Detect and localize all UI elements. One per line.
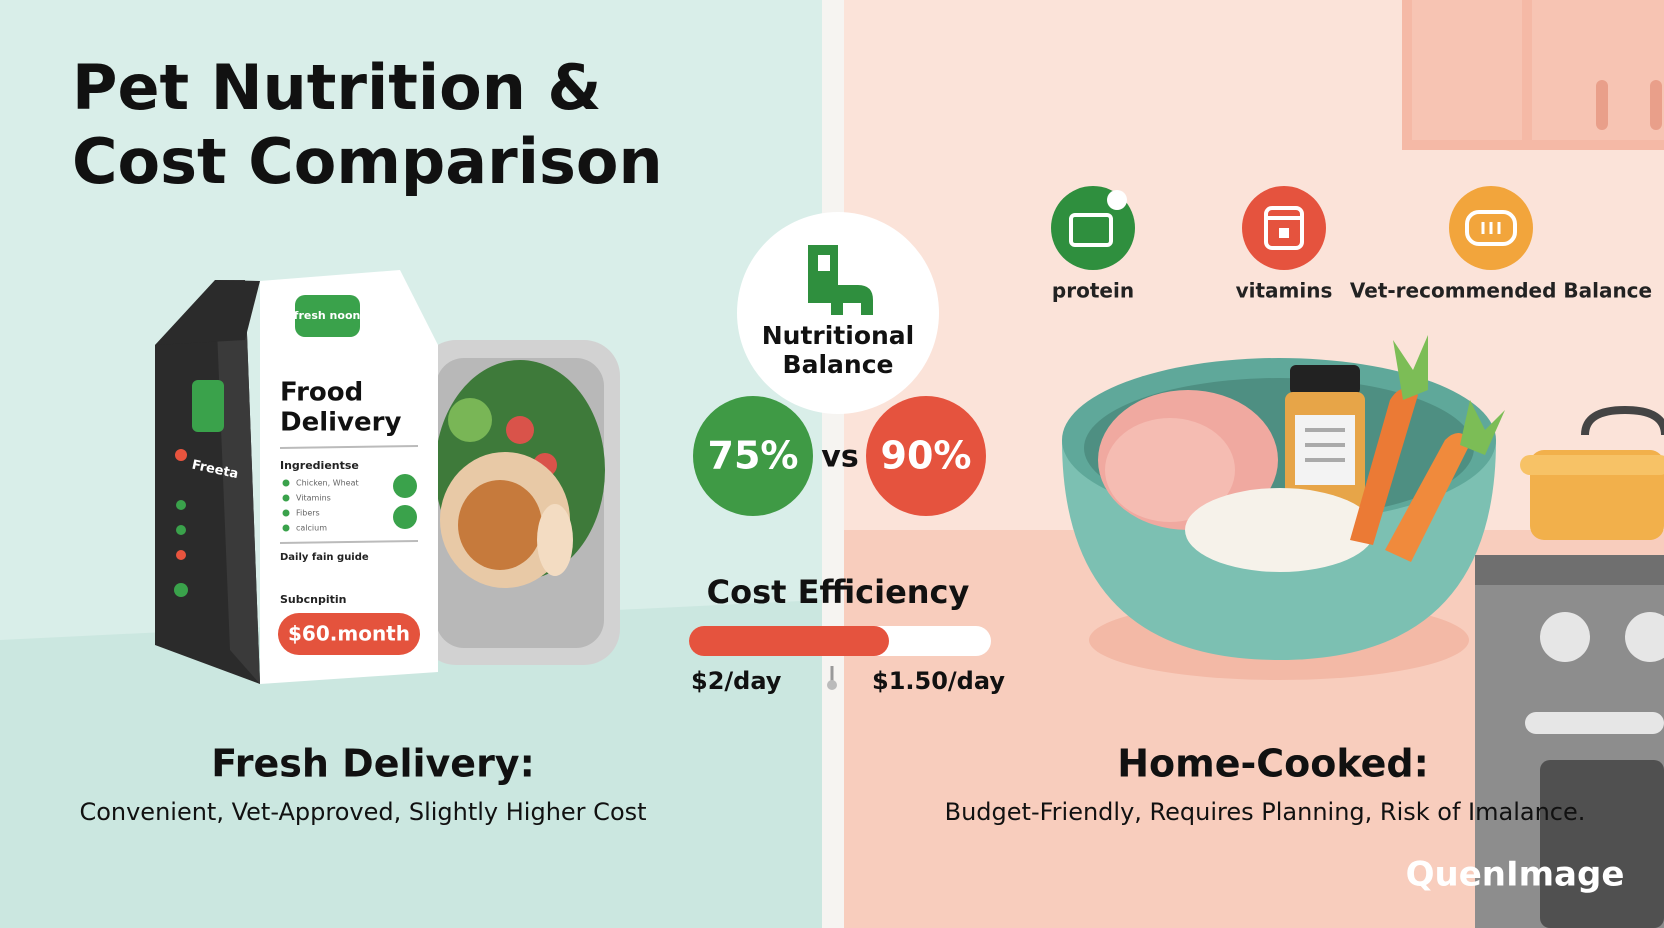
food-package-shape xyxy=(176,550,186,560)
food-bowl-shape xyxy=(1460,400,1505,455)
benefit-label: vitamins xyxy=(1236,279,1333,303)
kitchen-decor-shape xyxy=(1540,760,1664,928)
ingredients-label: Ingredientse xyxy=(280,459,359,472)
ingredient: Vitamins xyxy=(296,494,331,503)
food-bowl-shape xyxy=(1350,388,1418,545)
kitchen-decor-shape xyxy=(1625,612,1664,662)
title-line: Pet Nutrition & xyxy=(72,51,601,124)
benefit-label: Vet-recommended Balance xyxy=(1350,279,1652,303)
food-package-shape xyxy=(506,416,534,444)
kitchen-decor-shape xyxy=(1596,80,1608,130)
food-bowl-shape xyxy=(1290,365,1360,395)
food-bowl-shape xyxy=(1295,415,1355,485)
food-package-shape xyxy=(278,613,420,655)
food-package-shape xyxy=(282,494,290,502)
food-package-shape xyxy=(260,270,438,684)
cost-label: Cost Efficiency xyxy=(707,573,970,611)
kitchen-decor-shape xyxy=(1475,555,1664,585)
ingredient: calcium xyxy=(296,524,327,533)
package-logo: fresh noon xyxy=(294,309,361,322)
food-package-shape xyxy=(448,398,492,442)
food-package-shape xyxy=(176,525,186,535)
watermark: QuenImage xyxy=(1406,855,1625,895)
benefits-shape xyxy=(1279,228,1289,238)
nutrition-balance-shape xyxy=(866,396,986,516)
package-heading: Frood xyxy=(280,378,363,408)
food-package-shape xyxy=(174,583,188,597)
food-package-shape xyxy=(175,449,187,461)
kitchen-decor-shape xyxy=(1412,0,1522,140)
kitchen-decor-shape xyxy=(1540,612,1590,662)
food-package-shape xyxy=(215,280,260,684)
home-heading: Home-Cooked: xyxy=(1117,742,1429,786)
kitchen-decor-shape xyxy=(1650,80,1662,130)
feeding-guide: Daily fain guide xyxy=(280,552,369,563)
nutrition-label: Nutritional xyxy=(762,321,915,350)
kitchen-decor-shape xyxy=(1581,405,1664,436)
food-bowl-shape xyxy=(1105,418,1235,522)
nutrition-balance-shape xyxy=(693,396,813,516)
nutrition-balance-shape xyxy=(818,255,830,271)
fresh-heading: Fresh Delivery: xyxy=(211,742,535,786)
nutrition-balance: Nutritional Balance 75% vs 90% xyxy=(693,212,986,516)
benefits-shape xyxy=(1264,206,1304,250)
food-package: fresh noon Freeta Frood Delivery Ingredi… xyxy=(155,270,620,684)
food-package-shape xyxy=(282,509,290,517)
nutrition-label: Balance xyxy=(783,350,894,379)
food-bowl-shape xyxy=(1393,335,1428,400)
food-package-shape xyxy=(279,445,419,449)
food-package-shape xyxy=(192,380,224,432)
ingredient: Chicken, Wheat xyxy=(296,479,359,488)
food-package-shape xyxy=(537,504,573,576)
ingredient: Fibers xyxy=(296,509,320,518)
versus: vs xyxy=(821,440,858,475)
food-package-shape xyxy=(176,500,186,510)
food-package-shape xyxy=(393,474,417,498)
food-package-shape xyxy=(279,540,419,544)
food-package-shape xyxy=(458,480,542,570)
package-price: $60.month xyxy=(288,622,410,646)
left-floor xyxy=(0,600,822,928)
benefit-label: protein xyxy=(1052,279,1134,303)
fresh-score: 75% xyxy=(708,434,799,478)
food-bowl-shape xyxy=(1385,432,1471,562)
benefits: protein vitamins Vet-recommended Balance xyxy=(1051,186,1652,303)
benefits-shape xyxy=(1107,190,1127,210)
benefits-shape xyxy=(1465,210,1517,246)
food-package-shape xyxy=(393,505,417,529)
package-heading: Delivery xyxy=(280,408,401,438)
food-package-shape xyxy=(282,479,290,487)
kitchen-decor-shape xyxy=(1525,712,1664,734)
food-bowl xyxy=(1062,335,1505,680)
benefits-shape xyxy=(1069,213,1113,247)
subscription-label: Subcnpitin xyxy=(280,593,346,606)
cost-efficiency-shape xyxy=(689,626,889,656)
title-line: Cost Comparison xyxy=(72,125,663,198)
fresh-cost: $2/day xyxy=(691,667,782,695)
food-package-shape xyxy=(282,524,290,532)
title: Pet Nutrition & Cost Comparison xyxy=(72,51,663,198)
fresh-description: Convenient, Vet-Approved, Slightly Highe… xyxy=(79,798,646,826)
home-cost: $1.50/day xyxy=(872,667,1005,695)
food-bowl-shape xyxy=(1185,488,1375,572)
food-package-shape xyxy=(295,295,360,337)
kitchen-decor-shape xyxy=(1520,455,1664,475)
food-package-shape xyxy=(155,280,260,345)
home-description: Budget-Friendly, Requires Planning, Risk… xyxy=(945,798,1586,826)
cost-efficiency-shape xyxy=(827,680,837,690)
captions: Fresh Delivery: Convenient, Vet-Approved… xyxy=(79,742,1624,895)
cost-efficiency: Cost Efficiency $2/day $1.50/day xyxy=(689,573,1005,695)
home-score: 90% xyxy=(881,434,972,478)
